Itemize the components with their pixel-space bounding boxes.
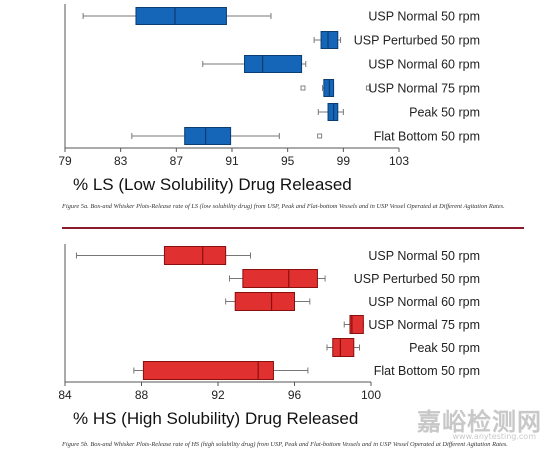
category-label: Flat Bottom 50 rpm xyxy=(374,364,480,378)
category-label: USP Normal 75 rpm xyxy=(368,318,480,332)
box xyxy=(332,338,355,357)
section-divider xyxy=(62,227,524,229)
box xyxy=(135,7,227,25)
category-label: USP Normal 75 rpm xyxy=(368,82,480,96)
box xyxy=(327,103,339,121)
category-label: USP Normal 60 rpm xyxy=(368,58,480,72)
x-axis-label: % LS (Low Solubility) Drug Released xyxy=(73,175,352,194)
chart-hs-release: 84 88 92 96 100% HS (High Solubility) Drug R… xyxy=(0,234,554,428)
outlier-point xyxy=(300,85,306,91)
outlier-point xyxy=(317,133,323,139)
category-label: USP Normal 50 rpm xyxy=(368,249,480,263)
watermark-logo: 嘉峪检测网 xyxy=(417,408,542,436)
x-tick-label: 95 xyxy=(281,154,295,168)
chart-ls-release: 79 83 87 91 95 99 103 % LS (Low Solubility) Dru… xyxy=(0,0,554,200)
x-tick-label: 103 xyxy=(389,154,409,168)
x-tick-label: 87 xyxy=(170,154,184,168)
box xyxy=(320,31,339,49)
category-label: USP Perturbed 50 rpm xyxy=(354,272,480,286)
box xyxy=(242,269,318,288)
x-tick-label: 88 xyxy=(135,388,149,402)
outlier-point xyxy=(365,85,371,91)
box xyxy=(323,79,335,97)
box xyxy=(244,55,303,73)
x-tick-label: 99 xyxy=(337,154,351,168)
x-tick-label: 84 xyxy=(58,388,72,402)
chart-hs-svg: 84 88 92 96 100% HS (High Solubility) Drug R… xyxy=(58,244,480,428)
box xyxy=(349,315,364,334)
box xyxy=(163,246,227,265)
box xyxy=(184,127,232,145)
category-label: USP Normal 60 rpm xyxy=(368,295,480,309)
x-tick-label: 100 xyxy=(361,388,381,402)
category-label: USP Normal 50 rpm xyxy=(368,10,480,24)
box xyxy=(234,292,295,311)
box xyxy=(142,361,274,380)
x-tick-label: 79 xyxy=(58,154,72,168)
category-label: Flat Bottom 50 rpm xyxy=(374,130,480,144)
x-tick-label: 96 xyxy=(288,388,302,402)
figure-5b-caption: Figure 5b. Box-and Whisker Plots-Release… xyxy=(62,441,508,448)
watermark-url: www.anytesting.com xyxy=(452,432,536,441)
category-label: Peak 50 rpm xyxy=(409,341,480,355)
x-tick-label: 91 xyxy=(225,154,239,168)
x-tick-label: 92 xyxy=(211,388,225,402)
x-tick-label: 83 xyxy=(114,154,128,168)
category-label: USP Perturbed 50 rpm xyxy=(354,34,480,48)
x-axis-label: % HS (High Solubility) Drug Released xyxy=(73,409,358,428)
chart-ls-svg: 79 83 87 91 95 99 103 % LS (Low Solubility) Dru… xyxy=(58,4,480,194)
category-label: Peak 50 rpm xyxy=(409,106,480,120)
figure-5a-caption: Figure 5a. Box-and Whisker Plots-Release… xyxy=(62,203,505,210)
